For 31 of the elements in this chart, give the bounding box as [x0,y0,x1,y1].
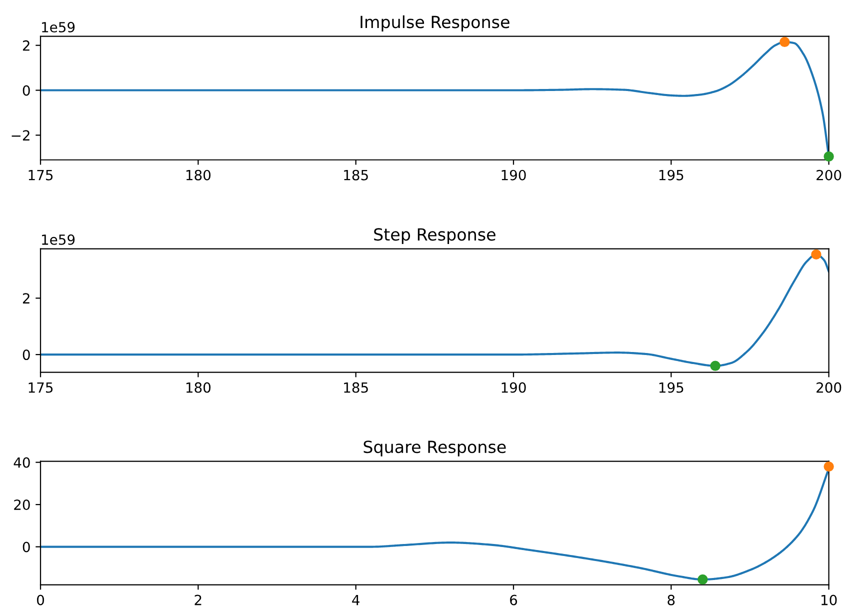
x-tick-label: 4 [352,594,360,606]
x-tick-label: 190 [502,170,526,180]
x-tick-label: 2 [194,594,202,606]
chart-title: Step Response [374,228,496,244]
y-tick-label: 0 [22,350,30,360]
x-tick-label: 195 [659,382,684,393]
y-tick-label: 0 [22,542,30,552]
x-tick-label: 10 [821,594,837,606]
x-tick-label: 175 [28,170,53,180]
x-tick-label: 0 [37,594,44,606]
chart-title: Square Response [364,440,506,456]
x-tick-label: 200 [816,170,842,180]
x-tick-label: 6 [510,594,518,606]
x-tick-label: 200 [816,382,842,393]
text: 1e59 [42,234,75,245]
y-tick-label: 0 [22,85,30,96]
x-tick-label: 175 [28,382,53,393]
y-tick-label: 20 [14,500,30,510]
y-tick-label: 40 [14,457,30,468]
x-tick-label: 8 [668,594,675,606]
chart-title: Impulse Response [360,15,510,32]
x-tick-label: 195 [659,170,684,180]
y-tick-label: −2 [12,130,30,140]
x-tick-label: 185 [344,170,368,180]
x-tick-label: 185 [344,382,368,393]
x-tick-label: 190 [502,382,526,393]
y-tick-label: 2 [22,40,30,51]
y-tick-label: 2 [22,293,30,304]
x-tick-label: 180 [186,170,211,180]
text: 1e59 [42,22,75,32]
x-tick-label: 180 [186,382,211,393]
